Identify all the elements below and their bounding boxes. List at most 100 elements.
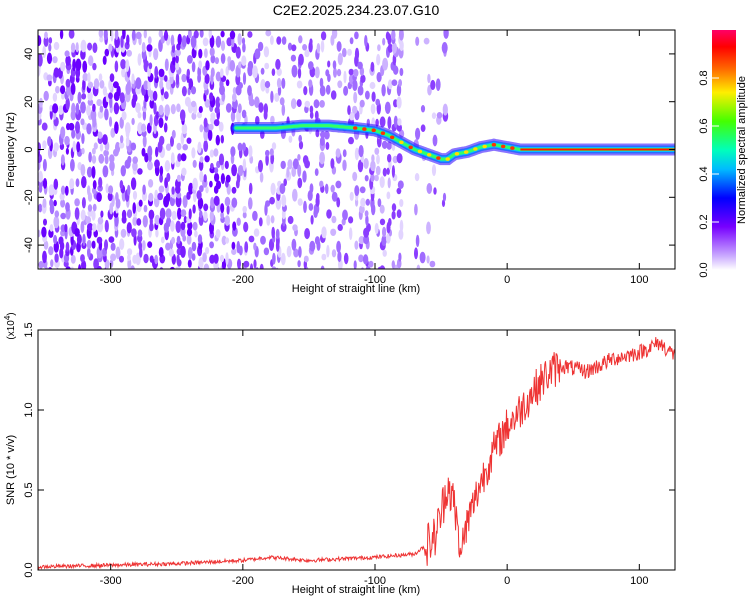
spectrogram-cell: [108, 43, 113, 53]
spectrogram-cell: [181, 123, 188, 135]
spectrogram-cell: [335, 148, 341, 158]
spectrogram-cell: [93, 142, 98, 150]
spectrogram-cell: [236, 217, 241, 226]
spectrogram-cell: [70, 42, 76, 53]
spectrogram-cell: [120, 59, 126, 70]
spectrogram-cell: [319, 136, 325, 146]
spectrogram-cell: [52, 92, 58, 102]
spectrogram-cell: [127, 184, 131, 196]
spectrogram-cell: [272, 252, 276, 265]
spectrogram-cell: [349, 111, 355, 121]
spectrogram-cell: [183, 215, 187, 224]
spectrogram-cell: [142, 135, 147, 148]
spectrogram-cell: [138, 241, 143, 251]
spectrogram-cell: [147, 36, 152, 45]
spectrogram-cell: [65, 55, 71, 66]
spectrogram-cell: [391, 79, 398, 86]
spectrogram-cell: [126, 34, 130, 46]
snr-panel: -300 -200 -100 0 100 0.0 0.5 1.0 1.5 Height of …: [3, 312, 676, 596]
spectrogram-cell: [42, 250, 47, 264]
spectrogram-cell: [364, 210, 369, 217]
spectrogram-cell: [52, 103, 59, 114]
spectrogram-cell: [353, 91, 358, 104]
spectrogram-cell: [137, 112, 142, 119]
spectrogram-cell: [85, 216, 92, 224]
spectrogram-cell: [348, 216, 354, 224]
spectrogram-cell: [38, 53, 43, 67]
spectrogram-cell: [61, 92, 65, 100]
spectrogram-cell: [80, 101, 86, 114]
spectrogram-cell: [309, 183, 314, 194]
spectrogram-cell: [68, 122, 75, 131]
spectrogram-cell: [271, 142, 277, 150]
spectrogram-cell: [297, 260, 301, 268]
spectrogram-cell: [293, 248, 299, 258]
spectrogram-cell: [308, 203, 314, 211]
spectrogram-cell: [357, 61, 363, 70]
colorbar-tick-label: 0.6: [698, 118, 710, 133]
spectrogram-cell: [143, 204, 148, 213]
spectrogram-cell: [414, 247, 418, 260]
spectrogram-cell: [260, 67, 265, 75]
spectrogram-cell: [297, 154, 301, 161]
spectrogram-cell: [304, 100, 311, 108]
spectrogram-cell: [386, 141, 392, 150]
spectrogram-cell: [365, 90, 370, 100]
spectrogram-cell: [220, 211, 224, 220]
spectrogram-cell: [241, 109, 247, 119]
spectrogram-cell: [381, 84, 386, 97]
spectrogram-cell: [275, 58, 281, 70]
spectrogram-cell: [354, 31, 359, 40]
spectrogram-cell: [384, 101, 391, 115]
spectrogram-cell: [92, 180, 97, 190]
spectrogram-cell: [210, 162, 214, 170]
spectrogram-cell: [275, 228, 280, 240]
spectrogram-cell: [313, 99, 320, 109]
spectrogram-cell: [142, 215, 148, 228]
colorbar-label: Normalized spectral amplitude: [736, 76, 748, 224]
spectrogram-cell: [109, 73, 115, 82]
spectrogram-cell: [247, 60, 254, 71]
spectrogram-cell: [349, 227, 353, 240]
spectrogram-cell: [198, 160, 204, 171]
spectrogram-cell: [376, 154, 380, 165]
spectrogram-cell: [77, 91, 82, 104]
spectrogram-cell: [309, 38, 313, 45]
spectrogram-cell: [298, 35, 303, 44]
spectrogram-cell: [120, 228, 127, 238]
spectrogram-cell: [38, 35, 42, 47]
spectrogram-cell: [265, 149, 270, 157]
spectrogram-cell: [218, 153, 225, 166]
spectrogram-cell: [426, 183, 433, 194]
spectrogram-cell: [110, 127, 116, 138]
spectrogram-cell: [314, 110, 319, 121]
spectrogram-cell: [119, 92, 125, 104]
spectrogram-cell: [92, 103, 96, 112]
spectrogram-cell: [302, 155, 309, 165]
spectrogram-cell: [135, 77, 142, 90]
spectrogram-cell: [65, 202, 70, 212]
spectrogram-cell: [360, 74, 366, 84]
spectrogram-cell: [98, 177, 103, 188]
spectrogram-cell: [38, 170, 43, 183]
spectrogram-cell: [87, 42, 93, 51]
spectrogram-cell: [292, 224, 298, 232]
spectrogram-cell: [382, 167, 387, 177]
snr-exponent: (x104): [3, 312, 17, 339]
spectrogram-cell: [203, 117, 208, 128]
spectrogram-cell: [93, 258, 99, 269]
spectrogram-cell: [148, 62, 153, 70]
spectrogram-cell: [331, 249, 337, 258]
spectrogram-cell: [210, 67, 215, 78]
spectrogram-cell: [264, 80, 271, 89]
spectrogram-cell: [277, 85, 282, 96]
spectrogram-cell: [369, 81, 376, 90]
spectrogram-cell: [130, 142, 137, 151]
ridge-peak: [501, 144, 506, 149]
spectrogram-cell: [180, 209, 187, 218]
spectrogram-cell: [135, 31, 142, 40]
spectrogram-cell: [354, 185, 360, 197]
spectrogram-cell: [304, 49, 310, 58]
spectrogram-cell: [135, 102, 141, 114]
ridge-peak: [371, 128, 376, 132]
